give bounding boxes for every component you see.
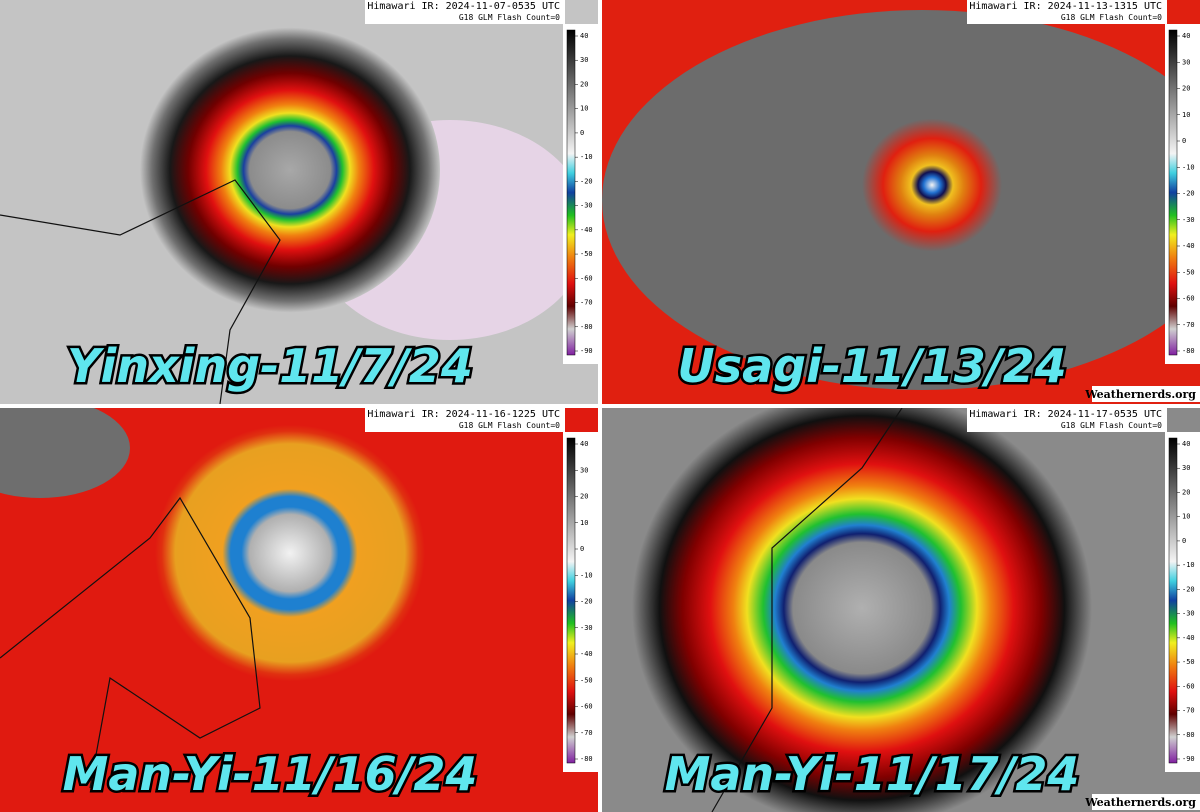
colorbar-label: -60	[1182, 295, 1195, 303]
colorbar-label: 30	[1182, 58, 1190, 66]
colorbar-label: 20	[580, 493, 588, 501]
colorbar-label: 40	[1182, 32, 1190, 40]
header-text: Himawari IR: 2024-11-13-1315 UTC	[969, 1, 1162, 12]
colorbar-label: -90	[580, 347, 593, 355]
colorbar-label: 0	[1182, 137, 1186, 145]
colorbar-label: -80	[580, 755, 593, 763]
colorbar-label: -50	[580, 250, 593, 258]
credit-box	[1092, 386, 1200, 402]
header-text: Himawari IR: 2024-11-07-0535 UTC	[367, 1, 560, 12]
colorbar-label: -70	[580, 729, 593, 737]
colorbar-label: -10	[1182, 163, 1195, 171]
storm-label: Usagi-11/13/24	[677, 339, 1066, 393]
storm	[140, 27, 440, 313]
coastline	[0, 179, 281, 404]
colorbar-label: -60	[1182, 682, 1195, 690]
colorbar-label: 20	[1182, 488, 1190, 496]
colorbar	[1168, 437, 1178, 764]
header-box	[967, 0, 1167, 24]
coastline	[0, 496, 261, 789]
colorbar-label: -40	[580, 650, 593, 658]
colorbar-label: -30	[580, 624, 593, 632]
colorbar-label: -80	[580, 323, 593, 331]
colorbar-label: -50	[1182, 268, 1195, 276]
colorbar-label: 0	[580, 545, 584, 553]
flash-count: G18 GLM Flash Count=0	[1061, 421, 1162, 430]
flash-count: G18 GLM Flash Count=0	[459, 13, 560, 22]
storm-label: Man-Yi-11/16/24	[63, 747, 478, 801]
colorbar-label: -40	[1182, 242, 1195, 250]
storm	[632, 408, 1092, 812]
header-text: Himawari IR: 2024-11-16-1225 UTC	[367, 409, 560, 420]
colorbar-label: -10	[580, 153, 593, 161]
colorbar-label: -20	[1182, 585, 1195, 593]
header-box	[365, 0, 565, 24]
colorbar	[566, 29, 576, 356]
colorbar-label: -40	[1182, 634, 1195, 642]
colorbar-label: -10	[580, 571, 593, 579]
colorbar-label: -70	[1182, 707, 1195, 715]
colorbar-label: -80	[1182, 731, 1195, 739]
colorbar-label: 40	[1182, 440, 1190, 448]
colorbar-label: 30	[580, 466, 588, 474]
colorbar-label: -80	[1182, 347, 1195, 355]
colorbar	[1168, 29, 1178, 356]
flash-count: G18 GLM Flash Count=0	[1061, 13, 1162, 22]
colorbar	[566, 437, 576, 764]
colorbar-label: -90	[1182, 755, 1195, 763]
colorbar-label: 20	[580, 80, 588, 88]
colorbar-label: -30	[1182, 216, 1195, 224]
colorbar-label: -50	[1182, 658, 1195, 666]
colorbar-label: -60	[580, 703, 593, 711]
header-box	[967, 408, 1167, 432]
credit: Weathernerds.org	[1084, 796, 1196, 809]
storm	[155, 424, 425, 682]
colorbar-label: -20	[1182, 190, 1195, 198]
colorbar-label: 10	[580, 519, 588, 527]
colorbar-label: -50	[580, 676, 593, 684]
colorbar-label: 10	[1182, 513, 1190, 521]
header-box	[365, 408, 565, 432]
colorbar-label: -20	[580, 177, 593, 185]
storm-label: Yinxing-11/7/24	[67, 339, 473, 393]
colorbar-label: 40	[580, 440, 588, 448]
flash-count: G18 GLM Flash Count=0	[459, 421, 560, 430]
colorbar-label: 30	[580, 56, 588, 64]
colorbar-label: -10	[1182, 561, 1195, 569]
credit-box	[1092, 794, 1200, 810]
colorbar-label: 0	[1182, 537, 1186, 545]
storm	[862, 118, 1002, 252]
cloud-region	[0, 408, 130, 498]
coastline	[711, 408, 903, 812]
colorbar-label: -30	[1182, 610, 1195, 618]
header-text: Himawari IR: 2024-11-17-0535 UTC	[969, 409, 1162, 420]
colorbar-label: 20	[1182, 85, 1190, 93]
credit: Weathernerds.org	[1084, 388, 1196, 401]
colorbar-label: 10	[1182, 111, 1190, 119]
colorbar-label: -40	[580, 226, 593, 234]
colorbar-label: -20	[580, 598, 593, 606]
storm-label: Man-Yi-11/17/24	[665, 747, 1080, 801]
colorbar-label: 40	[580, 32, 588, 40]
colorbar-label: 0	[580, 129, 584, 137]
colorbar-label: -60	[580, 274, 593, 282]
colorbar-label: 10	[580, 105, 588, 113]
colorbar-label: -30	[580, 202, 593, 210]
colorbar-label: -70	[580, 299, 593, 307]
colorbar-label: -70	[1182, 321, 1195, 329]
colorbar-label: 30	[1182, 464, 1190, 472]
